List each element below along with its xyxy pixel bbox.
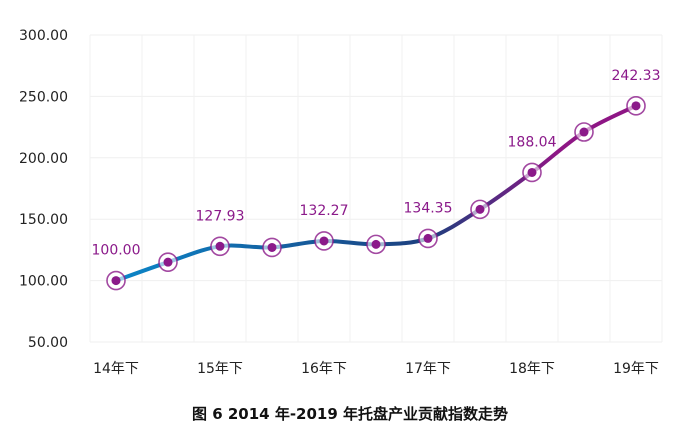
x-tick-label: 18年下 [509,361,555,377]
y-tick-label: 100.00 [19,274,68,290]
data-point [423,233,433,243]
x-tick-label: 15年下 [197,361,243,377]
x-tick-label: 16年下 [301,361,347,377]
y-tick-label: 250.00 [19,89,68,105]
data-point [371,239,381,249]
x-tick-label: 19年下 [613,361,659,377]
data-label: 134.35 [404,200,453,216]
data-point [111,276,121,286]
data-label: 100.00 [92,243,141,259]
data-label: 242.33 [612,68,661,84]
data-point [163,257,173,267]
data-label: 132.27 [300,203,349,219]
data-point [631,101,641,111]
y-tick-label: 150.00 [19,212,68,228]
data-point [215,241,225,251]
data-point [267,242,277,252]
data-label: 188.04 [508,134,557,150]
data-point [475,204,485,214]
data-point [527,167,537,177]
data-label: 127.93 [196,208,245,224]
x-tick-label: 17年下 [405,361,451,377]
x-tick-label: 14年下 [93,361,139,377]
y-tick-label: 200.00 [19,151,68,167]
data-point [579,127,589,137]
y-tick-label: 300.00 [19,28,68,44]
data-point [319,236,329,246]
y-tick-label: 50.00 [28,335,68,351]
figure-caption: 图 6 2014 年-2019 年托盘产业贡献指数走势 [192,405,508,423]
